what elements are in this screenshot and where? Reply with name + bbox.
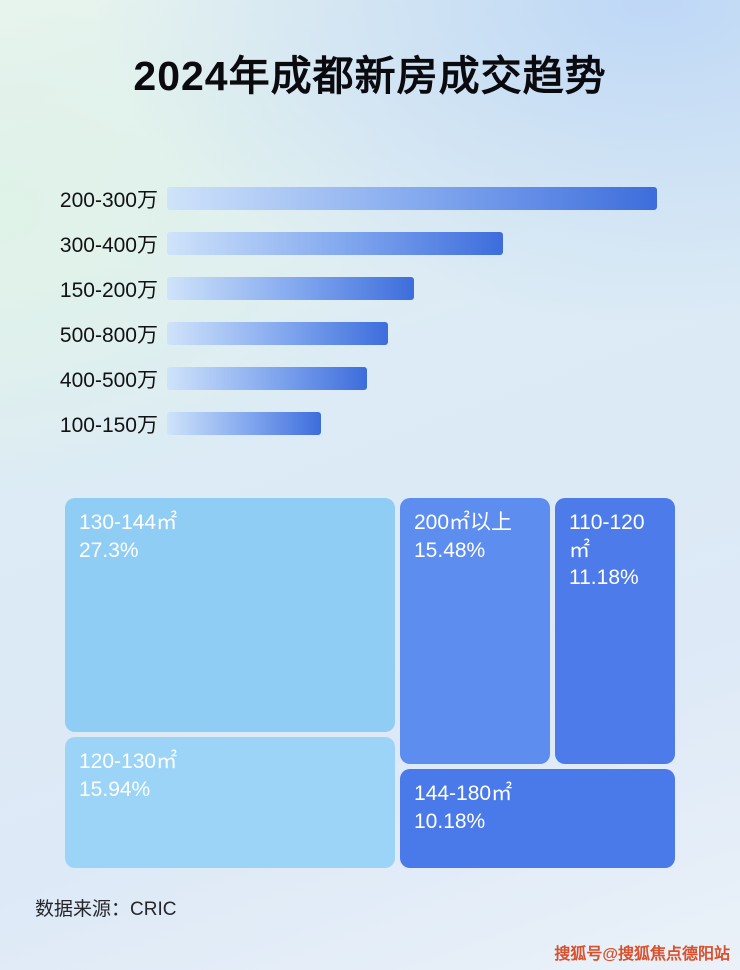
bar-track bbox=[167, 367, 657, 390]
treemap-block-144-180: 144-180㎡ 10.18% bbox=[400, 769, 675, 868]
bar-chart: 200-300万 300-400万 150-200万 500-800万 400-… bbox=[0, 176, 740, 446]
treemap-value: 10.18% bbox=[414, 809, 486, 833]
treemap-label: 200㎡以上 bbox=[414, 511, 513, 534]
treemap-block-130-144: 130-144㎡ 27.3% bbox=[65, 498, 395, 732]
bar-category-label: 400-500万 bbox=[59, 368, 158, 392]
bar-track bbox=[167, 412, 657, 435]
treemap-value: 27.3% bbox=[79, 538, 139, 562]
bar-category-label: 300-400万 bbox=[59, 233, 158, 257]
treemap-block-120-130: 120-130㎡ 15.94% bbox=[65, 737, 395, 868]
treemap-label: 110-120㎡ bbox=[569, 511, 645, 562]
bar bbox=[167, 412, 322, 435]
treemap-value: 15.48% bbox=[414, 538, 486, 562]
bar-category-label: 500-800万 bbox=[59, 323, 158, 347]
watermark-text: 搜狐号@搜狐焦点德阳站 bbox=[554, 946, 730, 963]
treemap-value: 15.94% bbox=[79, 777, 151, 801]
bar-row: 100-150万 bbox=[0, 401, 740, 446]
bar-row: 300-400万 bbox=[0, 221, 740, 266]
bar-row: 500-800万 bbox=[0, 311, 740, 356]
bar bbox=[167, 367, 368, 390]
bar-category-label: 150-200万 bbox=[59, 278, 158, 302]
page-title: 2024年成都新房成交趋势 bbox=[133, 53, 607, 99]
bar-row: 400-500万 bbox=[0, 356, 740, 401]
treemap-value: 11.18% bbox=[569, 566, 639, 590]
treemap-label: 130-144㎡ bbox=[79, 511, 178, 534]
bar bbox=[167, 232, 503, 255]
bar-track bbox=[167, 277, 657, 300]
bar-category-label: 200-300万 bbox=[59, 188, 158, 212]
data-source-label: 数据来源：CRIC bbox=[35, 899, 177, 920]
bar-row: 150-200万 bbox=[0, 266, 740, 311]
treemap-label: 144-180㎡ bbox=[414, 782, 513, 805]
bar-category-label: 100-150万 bbox=[59, 413, 158, 437]
treemap-block-110-120: 110-120㎡ 11.18% bbox=[555, 498, 675, 764]
bar bbox=[167, 322, 389, 345]
treemap-block-200-plus: 200㎡以上 15.48% bbox=[400, 498, 550, 764]
bar bbox=[167, 277, 414, 300]
treemap-label: 120-130㎡ bbox=[79, 750, 178, 773]
bar-track bbox=[167, 187, 657, 210]
bar bbox=[167, 187, 657, 210]
bar-track bbox=[167, 232, 657, 255]
bar-row: 200-300万 bbox=[0, 176, 740, 221]
bar-track bbox=[167, 322, 657, 345]
